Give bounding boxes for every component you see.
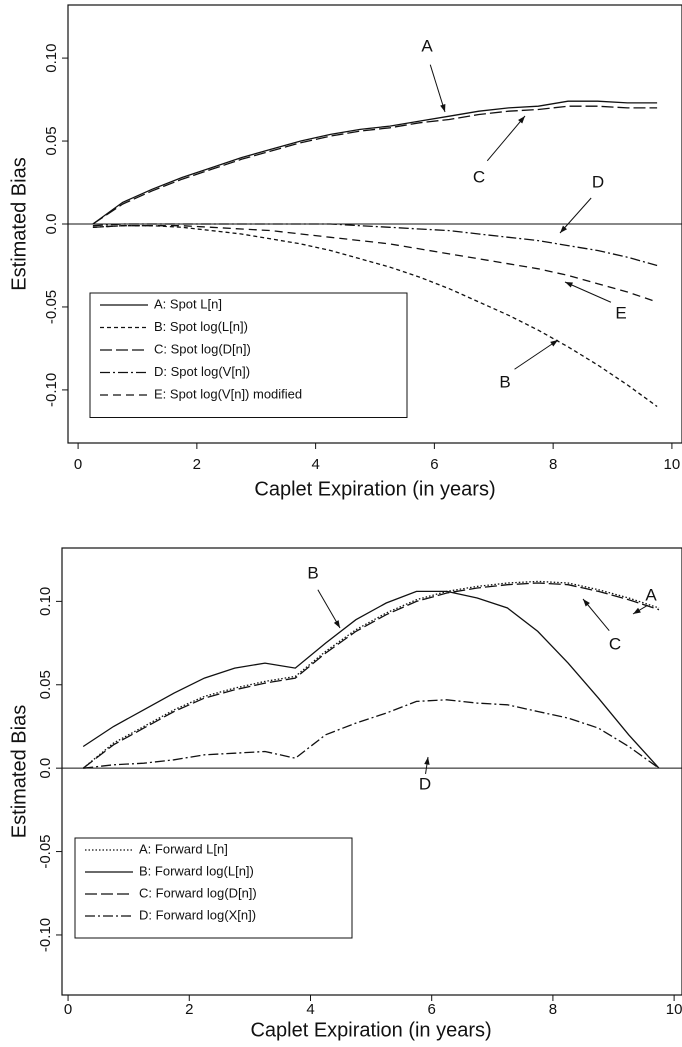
legend-box [74, 837, 353, 939]
y-tick-label: 0.05 [43, 126, 60, 155]
annotation: A [645, 585, 657, 604]
legend-label: D: Spot log(V[n]) [154, 364, 250, 379]
chart: 0 2 4 6 8 10 -0.10 -0.05 0.0 0.05 0.10 Estimated Bi… [8, 4, 682, 500]
arrow-head [550, 340, 558, 347]
x-tick-label: 2 [185, 1001, 193, 1018]
arrow-head [633, 607, 641, 614]
annotation: B [307, 563, 318, 582]
annotation: E [615, 303, 626, 322]
legend-label: A: Spot L[n] [154, 296, 222, 311]
legend-label: C: Forward log(D[n]) [139, 885, 257, 900]
legend-label: A: Forward L[n] [139, 841, 228, 856]
annotation-arrow [514, 339, 559, 370]
annotation-arrow [429, 64, 446, 113]
series-line [92, 225, 658, 303]
arrow-head [560, 225, 568, 233]
x-axis-title: Caplet Expiration (in years) [254, 478, 495, 500]
y-tick-label: 0.05 [37, 670, 54, 699]
x-axis-title: Caplet Expiration (in years) [250, 1019, 491, 1041]
x-tick-label: 2 [193, 456, 201, 473]
annotation: C [473, 167, 485, 186]
annotation: C [609, 634, 621, 653]
annotation: A [421, 36, 433, 55]
legend-box [89, 292, 408, 418]
y-tick-label: 0.10 [43, 43, 60, 72]
x-tick-label: 8 [549, 1001, 557, 1018]
legend-label: D: Forward log(X[n]) [139, 907, 256, 922]
x-tick-label: 10 [664, 456, 681, 473]
series-line [82, 590, 660, 769]
x-tick-label: 6 [428, 1001, 436, 1018]
arrow-head [565, 282, 573, 288]
y-tick-label: -0.05 [43, 290, 60, 324]
arrow-head [440, 104, 446, 112]
series-line [92, 100, 658, 225]
legend-label: C: Spot log(D[n]) [154, 341, 251, 356]
arrow-head [583, 599, 590, 607]
annotation: D [419, 774, 431, 793]
annotation: B [499, 372, 510, 391]
y-axis-title: Estimated Bias [8, 157, 30, 290]
arrow-head [333, 620, 340, 628]
annotation-arrow [486, 115, 526, 162]
y-tick-label: 0.0 [43, 214, 60, 235]
x-tick-label: 8 [549, 456, 557, 473]
x-tick-label: 0 [64, 1001, 72, 1018]
plot-frame [61, 547, 682, 996]
x-tick-label: 0 [74, 456, 82, 473]
arrow-head [518, 116, 525, 124]
annotation-arrow [564, 281, 612, 303]
series-line [83, 699, 660, 769]
y-axis-title: Estimated Bias [8, 705, 30, 838]
y-tick-label: -0.10 [37, 918, 54, 952]
series-line [92, 105, 658, 225]
y-tick-label: -0.05 [37, 834, 54, 868]
annotation: D [592, 172, 604, 191]
series-line [92, 223, 658, 267]
series-line [82, 582, 660, 769]
y-tick-label: -0.10 [43, 373, 60, 407]
x-tick-label: 4 [306, 1001, 314, 1018]
series-line [92, 225, 658, 408]
x-tick-label: 6 [430, 456, 438, 473]
chart: 0 2 4 6 8 10 -0.10 -0.05 0.0 0.05 0.10 Estimated Bi… [8, 547, 682, 1041]
legend-label: B: Spot log(L[n]) [154, 319, 248, 334]
legend-label: E: Spot log(V[n]) modified [154, 386, 302, 401]
x-tick-label: 4 [311, 456, 319, 473]
series-line [82, 580, 660, 769]
annotation-arrow [559, 197, 592, 234]
y-tick-label: 0.10 [37, 587, 54, 616]
legend-label: B: Forward log(L[n]) [139, 863, 254, 878]
y-tick-label: 0.0 [37, 758, 54, 779]
x-tick-label: 10 [666, 1001, 682, 1018]
arrow-head [424, 757, 430, 765]
